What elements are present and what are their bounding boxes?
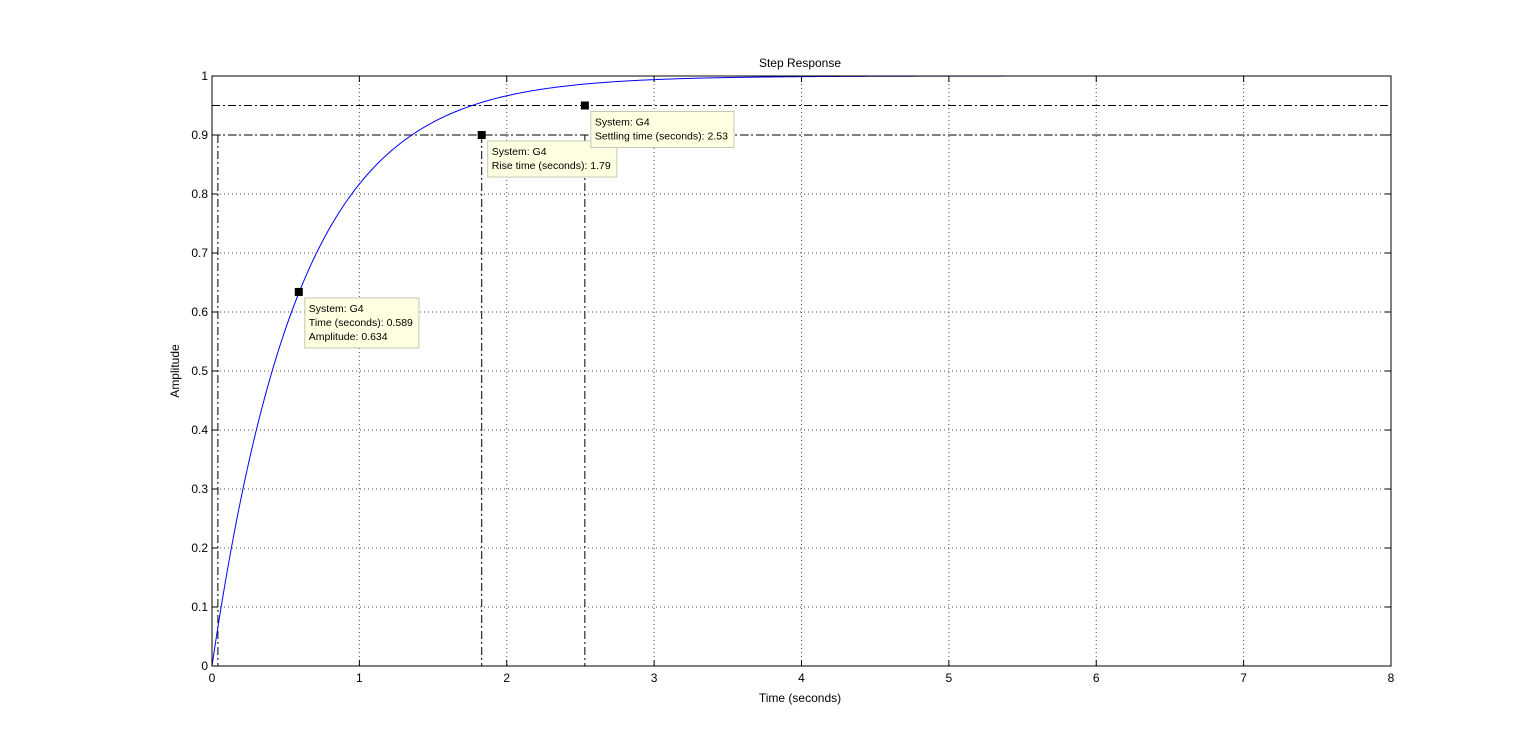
reference-lines (212, 105, 1391, 666)
y-tick-label: 0.8 (191, 187, 208, 201)
chart-title: Step Response (759, 56, 841, 70)
x-tick-label: 4 (798, 671, 805, 685)
x-tick-label: 8 (1388, 671, 1395, 685)
y-tick-label: 0.2 (191, 541, 208, 555)
datatip-line: System: G4 (492, 146, 547, 158)
y-axis-label: Amplitude (168, 344, 182, 398)
x-tick-label: 5 (946, 671, 953, 685)
datatip-line: Rise time (seconds): 1.79 (492, 160, 611, 172)
axis-ticks: 0 1 2 3 4 5 6 7 8 0 0.1 0.2 0.3 0.4 0.5 0.6 0.7 0.8 0.9 1 (191, 69, 1394, 685)
data-marker (477, 131, 486, 139)
datatip-box (590, 111, 735, 148)
x-tick-label: 6 (1093, 671, 1100, 685)
x-tick-label: 7 (1240, 671, 1247, 685)
data-marker (294, 287, 303, 296)
datatip-box (304, 297, 420, 349)
y-tick-label: 0.3 (191, 482, 208, 496)
y-tick-label: 0.9 (191, 128, 208, 142)
datatip-line: Settling time (seconds): 2.53 (595, 131, 728, 143)
y-tick-label: 0.1 (191, 600, 208, 614)
x-tick-label: 3 (651, 671, 658, 685)
y-tick-label: 0.7 (191, 246, 208, 260)
datatip[interactable]: System: G4 Settling time (seconds): 2.53 (590, 111, 735, 148)
datatip-line: System: G4 (595, 117, 650, 129)
x-axis-label: Time (seconds) (759, 691, 841, 705)
datatips[interactable]: System: G4 Time (seconds): 0.589 Amplitude… (304, 111, 735, 349)
markers (294, 101, 589, 296)
y-tick-label: 1 (201, 69, 208, 83)
plot-frame (211, 75, 1392, 667)
x-tick-label: 2 (503, 671, 510, 685)
y-tick-label: 0.6 (191, 305, 208, 319)
x-tick-label: 1 (356, 671, 363, 685)
datatip[interactable]: System: G4 Time (seconds): 0.589 Amplitude… (304, 297, 420, 349)
datatip-line: Time (seconds): 0.589 (309, 317, 413, 329)
y-tick-label: 0.4 (191, 423, 208, 437)
y-tick-label: 0.5 (191, 364, 208, 378)
datatip-line: System: G4 (309, 303, 364, 315)
y-tick-label: 0 (201, 659, 208, 673)
datatip-line: Amplitude: 0.634 (309, 331, 388, 343)
x-tick-label: 0 (209, 671, 216, 685)
data-marker (580, 101, 589, 110)
